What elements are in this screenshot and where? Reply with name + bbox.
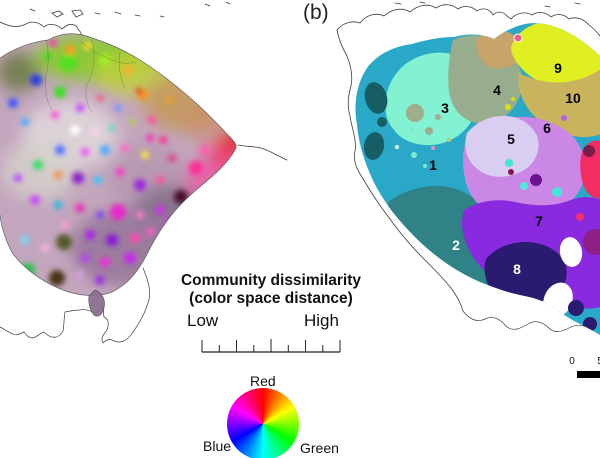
panel-a-blob-outline xyxy=(0,33,237,296)
legend-title-line2: (color space distance) xyxy=(189,290,353,307)
white-gap-2 xyxy=(559,237,583,267)
scale-bar-rect xyxy=(577,371,600,378)
region-2-label: 2 xyxy=(452,237,460,253)
scale-bar-end-label: 5 xyxy=(597,356,600,367)
wheel-green-label: Green xyxy=(300,440,339,456)
dissimilarity-ruler xyxy=(201,339,341,353)
region-7-label: 7 xyxy=(535,213,543,229)
scale-bar: 0 5 xyxy=(569,356,600,378)
wheel-blue-label: Blue xyxy=(203,438,232,454)
maroon-blob xyxy=(583,145,595,157)
panel-b-label: (b) xyxy=(303,1,329,24)
panel-a-coastline xyxy=(0,1,288,344)
region-8-fragment-1 xyxy=(568,300,584,316)
tan-patch-area xyxy=(476,30,521,69)
legend-high-label: High xyxy=(304,311,339,330)
region-6-label: 6 xyxy=(543,120,551,136)
region-1-label: 1 xyxy=(429,157,437,173)
panel-b-coastline xyxy=(336,1,600,333)
rgb-color-wheel xyxy=(227,388,299,458)
dark-magenta-patch xyxy=(583,229,600,255)
panel-b-dots xyxy=(395,97,584,221)
region-8-area xyxy=(484,242,567,305)
region-8-label: 8 xyxy=(513,261,521,277)
andes-patches xyxy=(363,82,388,160)
coastal-pink-spot xyxy=(513,33,523,43)
region-9-label: 9 xyxy=(554,60,562,76)
region-8-fragment-2 xyxy=(583,317,597,331)
panel-b-map: 1 2 3 4 5 6 7 8 9 10 0 5 xyxy=(336,1,600,378)
scale-bar-start-label: 0 xyxy=(569,356,575,367)
panel-a-south-tail xyxy=(88,289,105,317)
legend-low-label: Low xyxy=(187,311,219,330)
region-5-label: 5 xyxy=(507,131,515,147)
region-4-label: 4 xyxy=(493,82,501,98)
wheel-red-label: Red xyxy=(250,373,276,389)
region-10-label: 10 xyxy=(565,90,581,106)
legend-title-line1: Community dissimilarity xyxy=(180,272,361,289)
region-3-label: 3 xyxy=(441,100,449,116)
region-labels: 1 2 3 4 5 6 7 8 9 10 xyxy=(429,60,581,277)
region-5-area xyxy=(465,115,539,177)
panel-a-inner-borders xyxy=(43,33,137,113)
